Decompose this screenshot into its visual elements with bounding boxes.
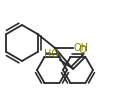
- Text: O: O: [78, 45, 85, 55]
- Text: HO: HO: [44, 49, 59, 59]
- Text: OH: OH: [73, 43, 88, 53]
